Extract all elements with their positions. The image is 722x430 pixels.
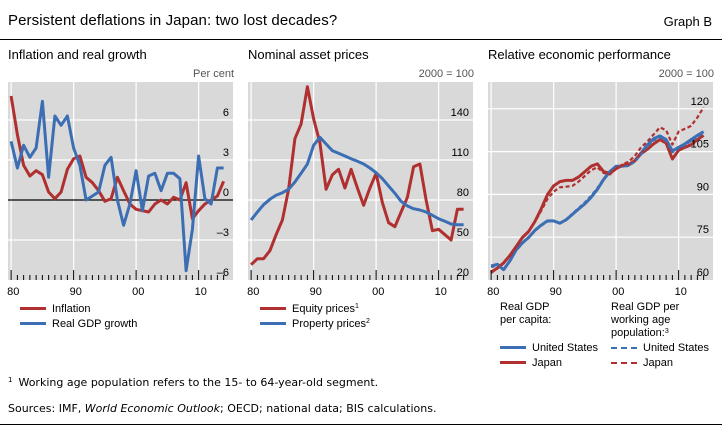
legend-heading-per-capita: Real GDP per capita: [500,301,598,327]
bottom-rule [0,424,722,425]
chart-inflation-growth: 80 90 00 10 –6 –3 0 3 6 [7,82,233,298]
unit-label-asset-prices: 2000 = 100 [418,68,474,80]
panel-title-inflation: Inflation and real growth [8,47,147,62]
y-tick-label: 90 [697,181,709,193]
legend-swatch-red [500,361,526,364]
y-tick-label: 20 [457,267,469,279]
legend-label: Inflation [52,302,91,315]
legend-item-japan-per-capita: Japan [500,355,598,370]
legend-asset-prices: Equity prices 1 Property prices 2 [260,301,370,331]
series-line-property-prices [249,135,464,227]
series-line-inflation [9,95,225,221]
chart-asset-prices: 80 90 00 10 20 50 80 110 140 [247,82,473,298]
x-tick-label: 90 [550,286,562,298]
y-tick-label: 3 [223,147,229,159]
legend-swatch-red [260,307,286,310]
x-tick-label: 80 [7,286,19,298]
graph-id: Graph B [663,14,712,29]
sources-prefix: Sources: IMF, [8,402,85,415]
plot-background [488,82,713,280]
legend-item-japan-working-age: Japan [611,355,709,370]
sources-publication: World Economic Outlook [84,402,221,415]
legend-item-equity: Equity prices 1 [260,301,370,316]
legend-item-inflation: Inflation [20,301,137,316]
y-tick-label: 50 [457,227,469,239]
series-line-united-states-working-age [490,132,705,271]
y-tick-label: 120 [691,96,709,108]
legend-label: Japan [643,356,673,369]
x-tick-label: 00 [132,286,144,298]
panel-title-relative-performance: Relative economic performance [488,47,671,62]
sources-suffix: ; OECD; national data; BIS calculations. [220,402,437,415]
footnote-marker: 1 [354,302,359,310]
legend-label: Equity prices [292,302,355,315]
x-tick-label: 80 [487,286,499,298]
legend-per-capita: Real GDP per capita: United States Japan [500,301,598,370]
legend-swatch-red [20,307,46,310]
sources: Sources: IMF, World Economic Outlook; OE… [8,402,436,415]
footnote-marker: 3 [664,328,669,335]
graph-title: Persistent deflations in Japan: two lost… [8,12,338,29]
y-tick-label: 105 [691,139,709,151]
x-tick-label: 90 [70,286,82,298]
y-tick-label: 75 [697,224,709,236]
y-tick-label: 6 [223,107,229,119]
chart-relative-performance: 80 90 00 10 60 75 90 105 120 [487,82,713,298]
y-tick-label: 80 [457,187,469,199]
legend-working-age: Real GDP per working age population:3 Un… [611,301,709,370]
y-tick-label: 140 [451,107,469,119]
legend-heading-line: Real GDP [500,301,550,313]
top-rule [0,39,722,40]
footnote-text: Working age population refers to the 15-… [18,376,379,389]
x-tick-label: 80 [247,286,259,298]
legend-heading-working-age: Real GDP per working age population:3 [611,301,709,340]
x-tick-label: 10 [675,286,687,298]
legend-label: Real GDP growth [52,317,138,330]
legend-inflation-growth: Inflation Real GDP growth [20,301,137,331]
panel-title-asset-prices: Nominal asset prices [248,47,369,62]
footnote-marker: 2 [365,317,370,325]
x-tick-label: 00 [372,286,384,298]
legend-swatch-red-dashed [611,361,637,364]
y-tick-label: –6 [217,267,229,279]
legend-swatch-blue [260,322,286,325]
series-line-japan-working-age [490,106,705,274]
series-line-equity-prices [250,85,464,266]
legend-item-property: Property prices 2 [260,316,370,331]
y-tick-label: 0 [223,187,229,199]
x-tick-label: 00 [612,286,624,298]
unit-label-relative-performance: 2000 = 100 [658,68,714,80]
legend-swatch-blue [500,346,526,349]
y-tick-label: –3 [217,227,229,239]
series-line-real-gdp-growth [9,99,224,273]
legend-label: United States [643,341,710,354]
x-tick-label: 10 [195,286,207,298]
y-tick-label: 60 [697,267,709,279]
footnote: 1 Working age population refers to the 15… [8,376,378,389]
y-tick-label: 110 [451,147,469,159]
unit-label-inflation: Per cent [193,68,234,80]
legend-label: Japan [532,356,562,369]
legend-label: Property prices [292,317,366,330]
legend-heading-line: population: [611,327,665,339]
x-tick-label: 90 [310,286,322,298]
legend-item-gdp-growth: Real GDP growth [20,316,137,331]
footnote-marker: 1 [8,376,13,384]
legend-heading-line: per capita: [500,314,552,326]
legend-item-us-working-age: United States [611,340,709,355]
legend-swatch-blue-dashed [611,346,637,349]
legend-label: United States [532,341,599,354]
legend-heading-line: Real GDP per [611,301,680,313]
plot-background [248,82,473,280]
x-tick-label: 10 [435,286,447,298]
legend-heading-line: working age [611,314,671,326]
legend-swatch-blue [20,322,46,325]
legend-item-us-per-capita: United States [500,340,598,355]
